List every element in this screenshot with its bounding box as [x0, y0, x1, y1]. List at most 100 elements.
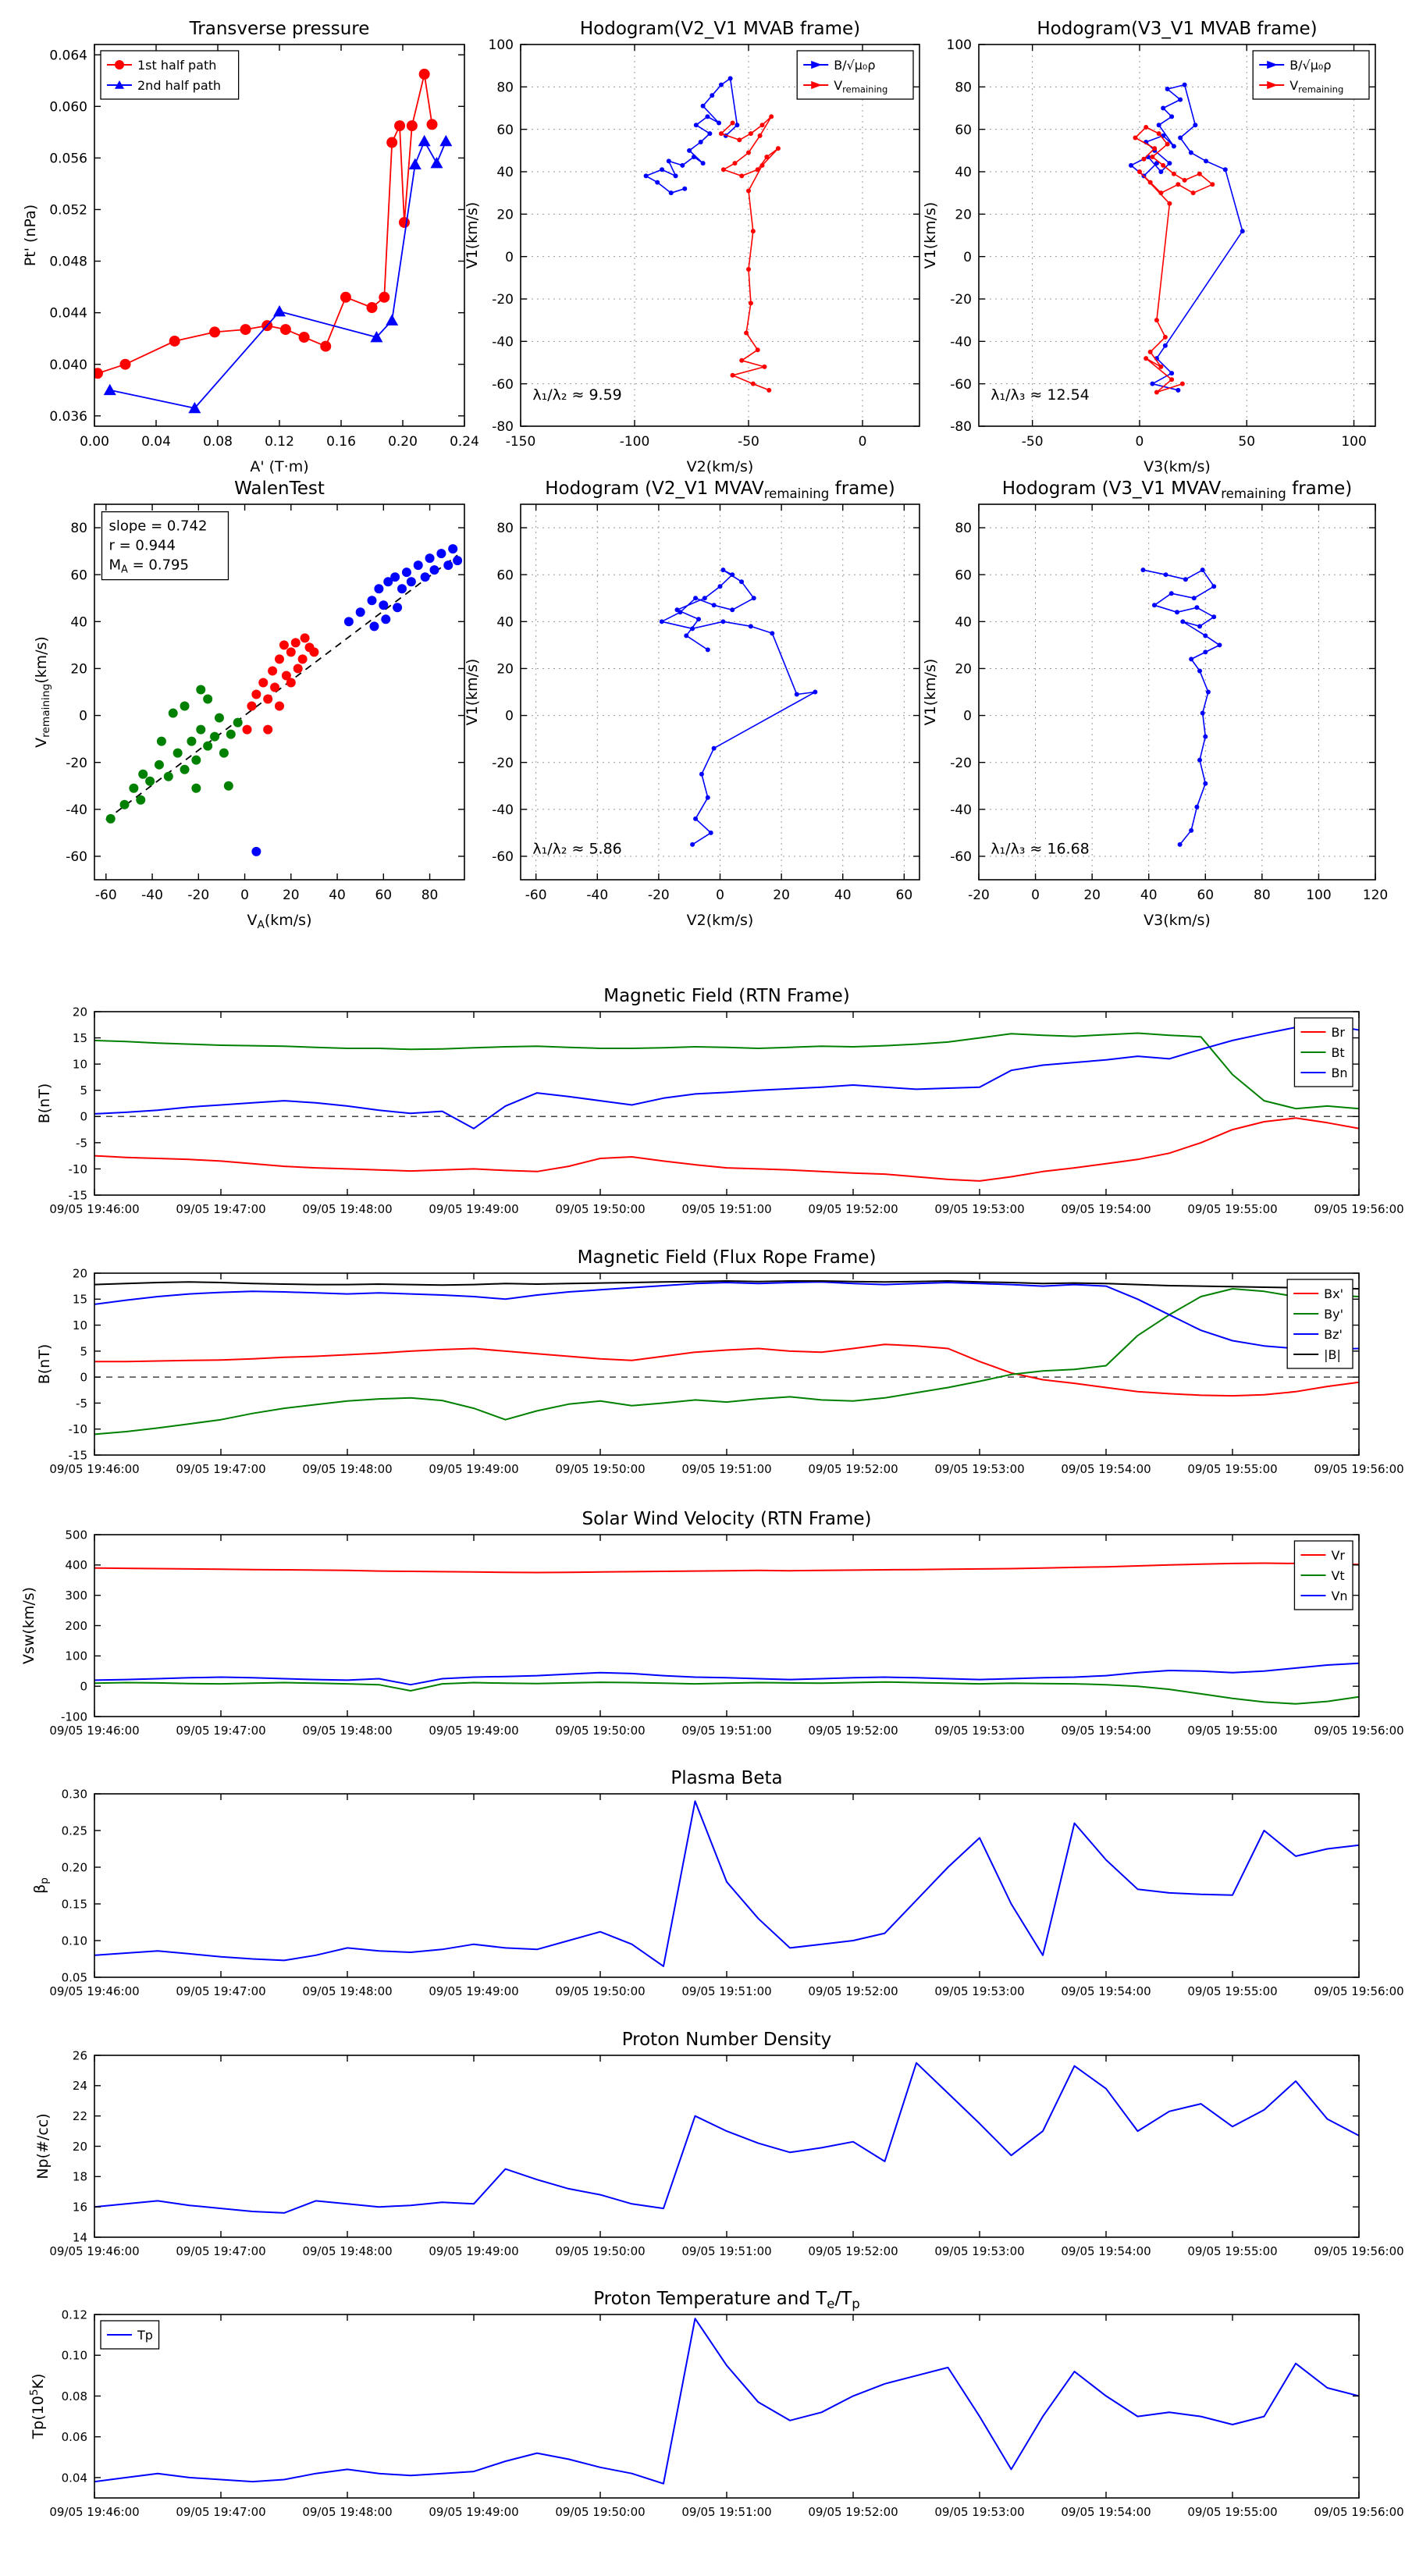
svg-text:0: 0 [80, 1680, 87, 1694]
svg-text:V2(km/s): V2(km/s) [687, 458, 754, 475]
svg-text:20: 20 [955, 207, 972, 222]
svg-text:09/05 19:48:00: 09/05 19:48:00 [302, 2505, 392, 2519]
svg-text:-150: -150 [506, 434, 536, 450]
svg-text:0: 0 [240, 888, 249, 903]
svg-text:B/√μ₀ρ: B/√μ₀ρ [1289, 58, 1331, 73]
svg-text:09/05 19:53:00: 09/05 19:53:00 [934, 1984, 1024, 1998]
svg-text:1st half path: 1st half path [137, 58, 216, 73]
svg-text:22: 22 [73, 2109, 87, 2123]
svg-text:120: 120 [1363, 888, 1388, 903]
svg-text:09/05 19:51:00: 09/05 19:51:00 [681, 2244, 771, 2258]
svg-text:0: 0 [79, 709, 87, 724]
svg-text:Proton Number Density: Proton Number Density [622, 2030, 832, 2050]
svg-text:B(nT): B(nT) [36, 1083, 53, 1124]
svg-text:-100: -100 [61, 1710, 87, 1724]
svg-text:0.12: 0.12 [62, 2307, 87, 2322]
svg-text:09/05 19:49:00: 09/05 19:49:00 [429, 1202, 518, 1216]
svg-text:0: 0 [716, 888, 724, 903]
svg-text:0.15: 0.15 [62, 1897, 87, 1911]
series-br [94, 1117, 1359, 1182]
svg-text:100: 100 [1306, 888, 1331, 903]
svg-text:26: 26 [73, 2048, 87, 2062]
svg-text:0.20: 0.20 [388, 434, 418, 450]
svg-text:40: 40 [496, 614, 514, 630]
svg-text:r = 0.944: r = 0.944 [108, 538, 175, 554]
svg-text:Vsw(km/s): Vsw(km/s) [20, 1587, 37, 1664]
svg-text:80: 80 [955, 80, 972, 95]
svg-text:09/05 19:47:00: 09/05 19:47:00 [176, 1724, 265, 1738]
svg-text:09/05 19:52:00: 09/05 19:52:00 [808, 1462, 898, 1476]
svg-text:-20: -20 [968, 888, 990, 903]
svg-text:500: 500 [65, 1528, 87, 1542]
svg-text:0.30: 0.30 [62, 1787, 87, 1801]
svg-text:Transverse pressure: Transverse pressure [189, 19, 370, 39]
svg-text:80: 80 [1254, 888, 1271, 903]
svg-text:-40: -40 [950, 802, 972, 818]
svg-text:18: 18 [73, 2170, 87, 2184]
svg-text:60: 60 [70, 568, 87, 583]
svg-text:-20: -20 [950, 756, 972, 771]
svg-text:V1(km/s): V1(km/s) [464, 659, 481, 726]
svg-text:-5: -5 [76, 1397, 87, 1411]
svg-text:Vremaining(km/s): Vremaining(km/s) [33, 636, 52, 748]
svg-text:80: 80 [496, 521, 514, 536]
series-bt [94, 1032, 1359, 1110]
svg-text:0.044: 0.044 [49, 306, 87, 322]
svg-text:09/05 19:50:00: 09/05 19:50:00 [555, 1724, 645, 1738]
svg-text:09/05 19:52:00: 09/05 19:52:00 [808, 1984, 898, 1998]
svg-text:09/05 19:51:00: 09/05 19:51:00 [681, 1462, 771, 1476]
svg-text:V1(km/s): V1(km/s) [922, 659, 939, 726]
svg-text:|B|: |B| [1324, 1347, 1341, 1362]
svg-text:09/05 19:49:00: 09/05 19:49:00 [429, 1724, 518, 1738]
svg-text:A' (T·m): A' (T·m) [250, 458, 308, 475]
svg-text:09/05 19:54:00: 09/05 19:54:00 [1061, 1462, 1151, 1476]
svg-text:-20: -20 [950, 292, 972, 308]
svg-text:60: 60 [496, 568, 514, 583]
svg-text:60: 60 [896, 888, 913, 903]
svg-text:Tp(105K): Tp(105K) [28, 2374, 47, 2440]
svg-text:40: 40 [70, 614, 87, 630]
svg-text:09/05 19:56:00: 09/05 19:56:00 [1314, 1724, 1403, 1738]
svg-text:400: 400 [65, 1558, 87, 1572]
svg-text:09/05 19:52:00: 09/05 19:52:00 [808, 2505, 898, 2519]
svg-text:Vn: Vn [1331, 1589, 1347, 1603]
svg-text:09/05 19:46:00: 09/05 19:46:00 [49, 1724, 139, 1738]
svg-text:60: 60 [955, 123, 972, 138]
svg-text:15: 15 [73, 1031, 87, 1045]
series-vn [94, 1662, 1359, 1686]
svg-text:-60: -60 [492, 849, 514, 865]
svg-text:0.05: 0.05 [62, 1970, 87, 1984]
svg-text:-60: -60 [950, 849, 972, 865]
svg-text:80: 80 [70, 521, 87, 536]
svg-text:-60: -60 [95, 888, 117, 903]
svg-text:Tp: Tp [137, 2328, 153, 2343]
svg-text:Br: Br [1331, 1025, 1345, 1040]
svg-text:20: 20 [70, 662, 87, 678]
svg-text:-50: -50 [738, 434, 759, 450]
svg-text:60: 60 [955, 568, 972, 583]
svg-text:09/05 19:56:00: 09/05 19:56:00 [1314, 1984, 1403, 1998]
svg-text:09/05 19:52:00: 09/05 19:52:00 [808, 2244, 898, 2258]
series-v-remaining [718, 114, 781, 393]
svg-text:09/05 19:50:00: 09/05 19:50:00 [555, 1202, 645, 1216]
svg-text:09/05 19:46:00: 09/05 19:46:00 [49, 1202, 139, 1216]
svg-text:14: 14 [73, 2230, 87, 2244]
svg-text:λ₁/λ₃ ≈ 16.68: λ₁/λ₃ ≈ 16.68 [991, 840, 1090, 857]
svg-text:V3(km/s): V3(km/s) [1144, 912, 1211, 929]
svg-text:B(nT): B(nT) [36, 1344, 53, 1385]
svg-text:40: 40 [1140, 888, 1158, 903]
svg-text:5: 5 [80, 1083, 87, 1098]
svg-text:09/05 19:47:00: 09/05 19:47:00 [176, 2505, 265, 2519]
svg-text:09/05 19:55:00: 09/05 19:55:00 [1187, 1462, 1277, 1476]
svg-text:09/05 19:53:00: 09/05 19:53:00 [934, 2244, 1024, 2258]
svg-text:0.04: 0.04 [62, 2471, 87, 2485]
svg-text:5: 5 [80, 1344, 87, 1358]
svg-text:09/05 19:48:00: 09/05 19:48:00 [302, 1462, 392, 1476]
svg-text:V1(km/s): V1(km/s) [464, 202, 481, 269]
